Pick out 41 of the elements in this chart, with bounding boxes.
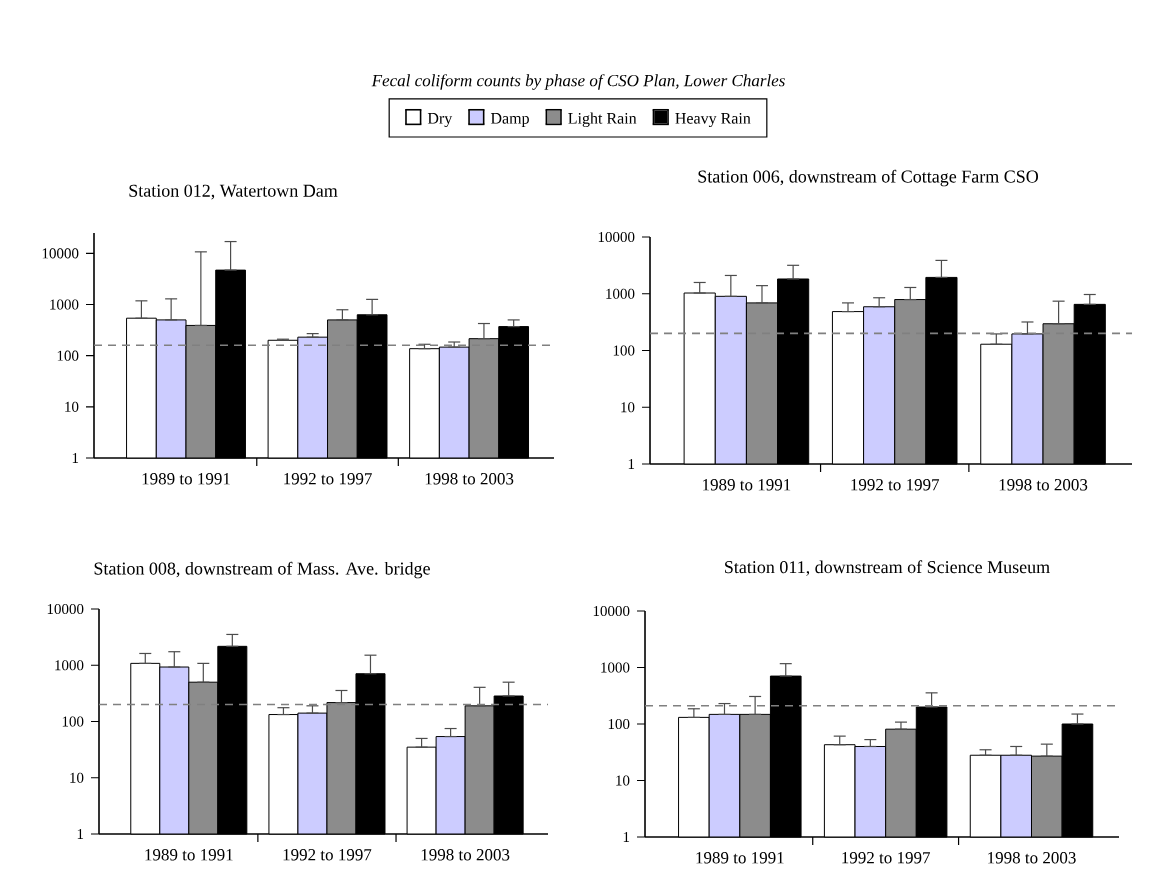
y-tick-label: 10000 bbox=[598, 231, 635, 243]
y-tick-label: 1 bbox=[72, 453, 79, 463]
text: Fecal coliform counts by phase of CSO Plan, Lower Charles bbox=[371, 74, 785, 90]
y-tick-label: 1000 bbox=[50, 299, 79, 310]
x-tick-label: 1992 to 1997 bbox=[842, 852, 931, 864]
x-tick-label: 1998 to 2003 bbox=[988, 852, 1076, 864]
y-tick-label: 10 bbox=[616, 775, 630, 786]
chart-title: Station 008, downstream of Mass. Ave. bridge bbox=[94, 561, 430, 579]
y-tick-label: 10 bbox=[70, 772, 84, 783]
legend-label: Heavy Rain bbox=[675, 112, 751, 128]
y-tick-label: 100 bbox=[62, 716, 84, 727]
y-tick-label: 1 bbox=[623, 832, 630, 842]
legend-label: Damp bbox=[490, 113, 529, 127]
x-tick-label: 1998 to 2003 bbox=[421, 849, 510, 861]
x-tick-label: 1989 to 1991 bbox=[142, 473, 230, 485]
x-tick-label: 1989 to 1991 bbox=[145, 849, 233, 861]
y-tick-label: 10 bbox=[621, 402, 635, 413]
y-tick-label: 10000 bbox=[42, 248, 79, 259]
y-tick-label: 100 bbox=[57, 350, 79, 361]
x-tick-label: 1989 to 1991 bbox=[703, 479, 791, 491]
y-tick-label: 1 bbox=[628, 459, 635, 469]
y-tick-label: 10000 bbox=[593, 605, 630, 617]
x-tick-label: 1992 to 1997 bbox=[851, 479, 940, 491]
y-tick-label: 10000 bbox=[47, 603, 84, 615]
y-tick-label: 100 bbox=[608, 718, 630, 730]
chart-title: Station 011, downstream of Science Museum bbox=[725, 560, 1050, 576]
y-tick-label: 1 bbox=[77, 829, 84, 839]
y-tick-label: 1000 bbox=[606, 288, 635, 299]
x-tick-label: 1992 to 1997 bbox=[284, 473, 372, 485]
y-tick-label: 10 bbox=[65, 401, 79, 412]
y-tick-label: 100 bbox=[613, 345, 635, 356]
y-tick-label: 1000 bbox=[601, 662, 630, 673]
legend-label: Light Rain bbox=[568, 112, 637, 128]
legend-label: Dry bbox=[427, 113, 453, 128]
x-tick-label: 1989 to 1991 bbox=[696, 852, 784, 864]
x-tick-label: 1998 to 2003 bbox=[999, 479, 1088, 491]
x-tick-label: 1998 to 2003 bbox=[425, 473, 514, 485]
chart-title: Station 012, Watertown Dam bbox=[129, 184, 338, 200]
y-tick-label: 1000 bbox=[55, 660, 84, 671]
x-tick-label: 1992 to 1997 bbox=[283, 849, 372, 861]
chart-title: Station 006, downstream of Cottage Farm CSO bbox=[698, 169, 1039, 187]
